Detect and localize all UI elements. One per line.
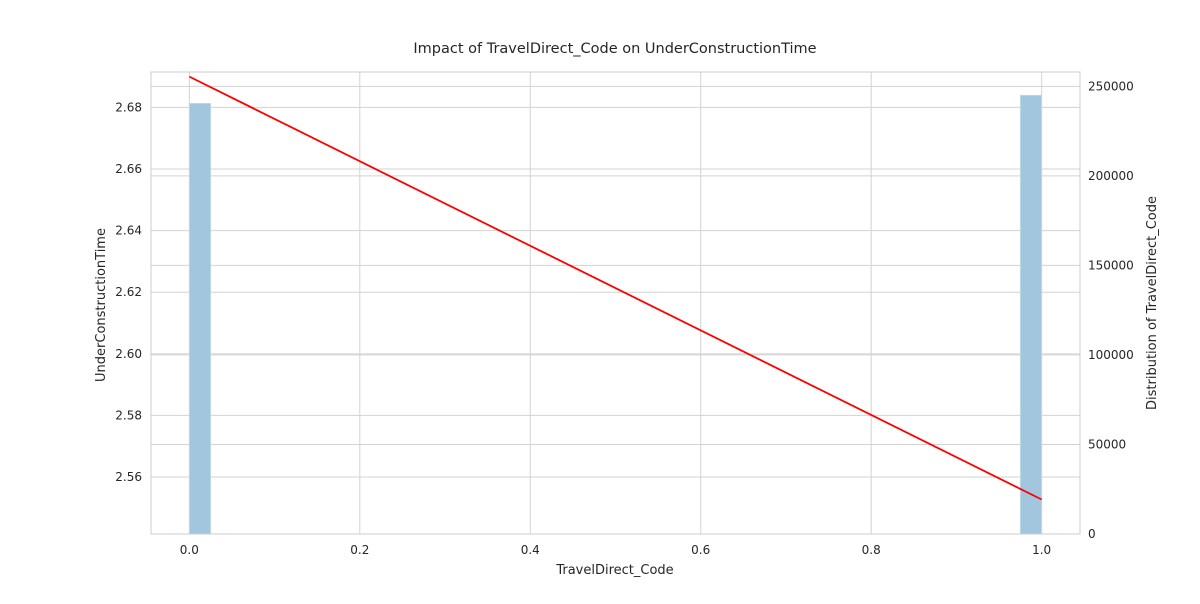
x-tick-label: 1.0 (1032, 543, 1051, 557)
y-tick-label: 2.66 (115, 162, 142, 176)
x-tick-label: 0.2 (350, 543, 369, 557)
histogram-bar (188, 102, 212, 535)
x-tick-label: 0.6 (691, 543, 710, 557)
y-tick-label: 2.56 (115, 470, 142, 484)
y-tick-label: 2.58 (115, 408, 142, 422)
chart-title: Impact of TravelDirect_Code on UnderCons… (413, 41, 816, 57)
y-tick-label: 2.68 (115, 100, 142, 114)
y2-tick-label: 150000 (1088, 258, 1134, 272)
regression-line (188, 75, 1043, 501)
y2-tick-label: 50000 (1088, 437, 1126, 451)
y2-tick-label: 200000 (1088, 169, 1134, 183)
x-tick-label: 0.8 (862, 543, 881, 557)
histogram-bar (1019, 94, 1043, 535)
y-axis-label: UnderConstructionTime (94, 228, 109, 382)
y-tick-label: 2.60 (115, 347, 142, 361)
y2-tick-label: 250000 (1088, 79, 1134, 93)
x-tick-label: 0.0 (180, 543, 199, 557)
y2-tick-label: 0 (1088, 527, 1096, 541)
y2-axis-label: Distribution of TravelDirect_Code (1145, 196, 1160, 410)
y2-tick-label: 100000 (1088, 348, 1134, 362)
y-tick-label: 2.64 (115, 224, 142, 238)
y-tick-label: 2.62 (115, 285, 142, 299)
x-axis-label: TravelDirect_Code (555, 563, 673, 578)
plot-frame (150, 71, 1081, 535)
x-tick-label: 0.4 (521, 543, 540, 557)
